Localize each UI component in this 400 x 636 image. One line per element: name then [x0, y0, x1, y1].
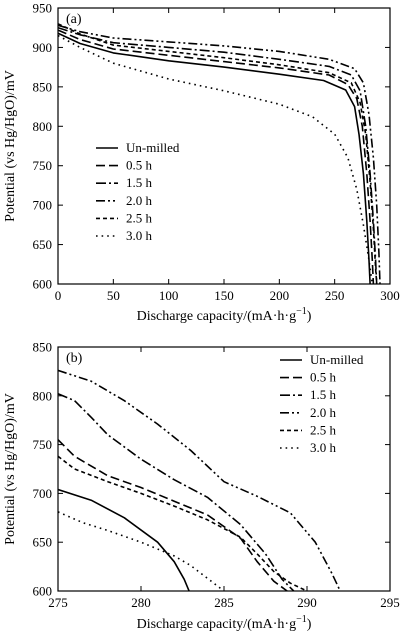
legend-label-2-5-h: 2.5 h: [310, 422, 337, 437]
series-line-1-5-h: [58, 393, 295, 591]
x-axis-label: Discharge capacity/(mA·h·g−1): [137, 306, 312, 324]
legend-label-2-0-h: 2.0 h: [310, 405, 337, 420]
x-tick-label: 50: [107, 288, 120, 303]
series-line-2-0-h: [58, 369, 341, 591]
y-tick-label: 700: [33, 486, 53, 501]
y-tick-label: 850: [33, 340, 53, 355]
series-line-un-milled: [58, 488, 190, 591]
y-tick-label: 750: [33, 437, 53, 452]
legend-label-0-5-h: 0.5 h: [310, 370, 337, 385]
y-tick-label: 600: [33, 277, 53, 292]
y-tick-label: 650: [33, 237, 53, 252]
x-tick-label: 280: [131, 595, 151, 610]
series-line-2-0-h: [58, 24, 381, 284]
legend-label-1-5-h: 1.5 h: [126, 175, 153, 190]
x-tick-label: 200: [270, 288, 290, 303]
series-line-3-0-h: [58, 34, 374, 284]
x-tick-label: 0: [55, 288, 62, 303]
y-axis-label: Potential (vs Hg/HgO)/mV: [3, 70, 18, 222]
x-tick-label: 150: [214, 288, 234, 303]
y-tick-label: 950: [33, 1, 53, 16]
chart-panel-b: 275 280 285 290 295 600 650 700 750 800 850 (b) Disc…: [3, 340, 400, 633]
y-axis-label: Potential (vs Hg/HgO)/mV: [3, 393, 18, 545]
panel-label: (b): [66, 351, 83, 366]
y-tick-label: 650: [33, 535, 53, 550]
y-tick-label: 800: [33, 388, 53, 403]
x-axis-label: Discharge capacity/(mA·h·g−1): [137, 614, 312, 632]
x-tick-label: 290: [297, 595, 317, 610]
series-line-0-5-h: [58, 439, 288, 591]
y-tick-label: 800: [33, 119, 53, 134]
legend-label-3-0-h: 3.0 h: [310, 440, 337, 455]
y-tick-label: 850: [33, 79, 53, 94]
legend-label-0-5-h: 0.5 h: [126, 158, 153, 173]
series-line-un-milled: [58, 32, 371, 284]
x-tick-label: 250: [325, 288, 345, 303]
legend-label-3-0-h: 3.0 h: [126, 228, 153, 243]
legend-label-2-5-h: 2.5 h: [126, 210, 153, 225]
plot-frame: [57, 7, 391, 285]
legend-label-un-milled: Un-milled: [126, 140, 180, 155]
x-tick-label: 275: [48, 595, 68, 610]
series-line-0-5-h: [58, 29, 375, 284]
legend-label-1-5-h: 1.5 h: [310, 387, 337, 402]
x-tick-label: 295: [380, 595, 400, 610]
series-line-3-0-h: [58, 511, 225, 591]
chart-panel-a: 0 50 100 150 200 250 300 600 650 700 750 800 850 900 9…: [3, 1, 400, 325]
legend-label-un-milled: Un-milled: [310, 352, 364, 367]
x-tick-label: 300: [380, 288, 400, 303]
y-tick-label: 750: [33, 158, 53, 173]
y-tick-label: 900: [33, 40, 53, 55]
x-tick-label: 100: [159, 288, 179, 303]
plot-frame: [57, 346, 391, 592]
y-tick-label: 600: [33, 584, 53, 599]
series-line-2-5-h: [58, 455, 308, 591]
legend-label-2-0-h: 2.0 h: [126, 193, 153, 208]
y-tick-label: 700: [33, 198, 53, 213]
x-tick-label: 285: [214, 595, 234, 610]
series-line-2-5-h: [58, 23, 378, 284]
panel-label: (a): [66, 12, 82, 27]
